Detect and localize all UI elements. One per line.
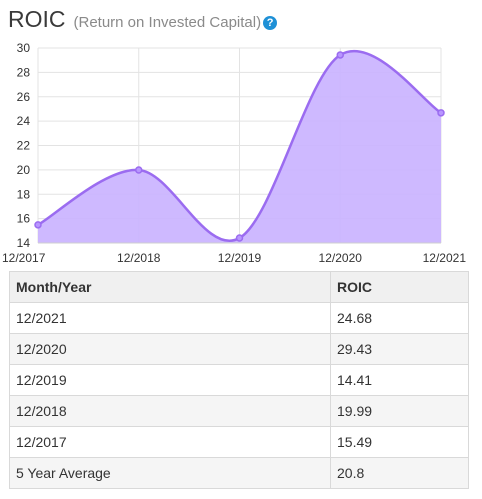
table-cell-month-year: 12/2021	[9, 302, 331, 334]
table-cell-month-year: 5 Year Average	[9, 457, 331, 489]
y-tick-label: 16	[17, 212, 31, 226]
roic-area	[38, 51, 441, 244]
table-row: 12/2018 19.99	[9, 395, 469, 427]
x-tick-label: 12/2019	[218, 251, 262, 265]
data-point	[336, 51, 344, 59]
table-cell-roic: 24.68	[330, 302, 469, 334]
x-tick-label: 12/2017	[2, 251, 46, 265]
roic-area-chart: 14 16 18 20 22 24 26 28 30 12/2017 12/2018 12/2019 1…	[2, 41, 467, 265]
table-cell-roic: 19.99	[330, 395, 469, 427]
table-cell-month-year: 12/2019	[9, 364, 331, 396]
help-icon[interactable]: ?	[263, 16, 278, 30]
table-cell-roic: 15.49	[330, 426, 469, 458]
x-tick-label: 12/2021	[423, 251, 467, 265]
data-point	[437, 109, 445, 117]
x-tick-label: 12/2020	[319, 251, 363, 265]
y-tick-label: 14	[17, 236, 31, 250]
table-row: 12/2020 29.43	[9, 333, 469, 365]
table-row: 5 Year Average 20.8	[9, 457, 469, 489]
table-row: 12/2019 14.41	[9, 364, 469, 396]
x-tick-label: 12/2018	[117, 251, 161, 265]
y-tick-label: 22	[17, 139, 31, 153]
y-tick-label: 26	[17, 90, 31, 104]
table-cell-roic: 14.41	[330, 364, 469, 396]
chart-subtitle: (Return on Invested Capital)	[73, 14, 262, 31]
y-tick-label: 24	[17, 114, 31, 128]
roic-table: Month/Year ROIC 12/2021 24.68 12/2020 29…	[9, 271, 469, 489]
y-tick-label: 28	[17, 65, 31, 79]
chart-header: ROIC (Return on Invested Capital) ?	[8, 6, 278, 36]
data-point	[34, 221, 42, 229]
y-tick-label: 18	[17, 187, 31, 201]
table-row: 12/2017 15.49	[9, 426, 469, 458]
table-row: 12/2021 24.68	[9, 302, 469, 334]
table-cell-month-year: 12/2017	[9, 426, 331, 458]
column-header-roic: ROIC	[330, 271, 469, 303]
table-cell-month-year: 12/2020	[9, 333, 331, 365]
chart-title: ROIC	[8, 6, 66, 32]
table-cell-roic: 20.8	[330, 457, 469, 489]
table-cell-month-year: 12/2018	[9, 395, 331, 427]
table-header-row: Month/Year ROIC	[9, 271, 469, 303]
data-point	[135, 166, 143, 174]
roic-line	[37, 49, 442, 242]
y-tick-label: 20	[17, 163, 31, 177]
table-cell-roic: 29.43	[330, 333, 469, 365]
y-tick-label: 30	[17, 41, 31, 55]
column-header-month-year: Month/Year	[9, 271, 331, 303]
data-point	[235, 234, 244, 242]
